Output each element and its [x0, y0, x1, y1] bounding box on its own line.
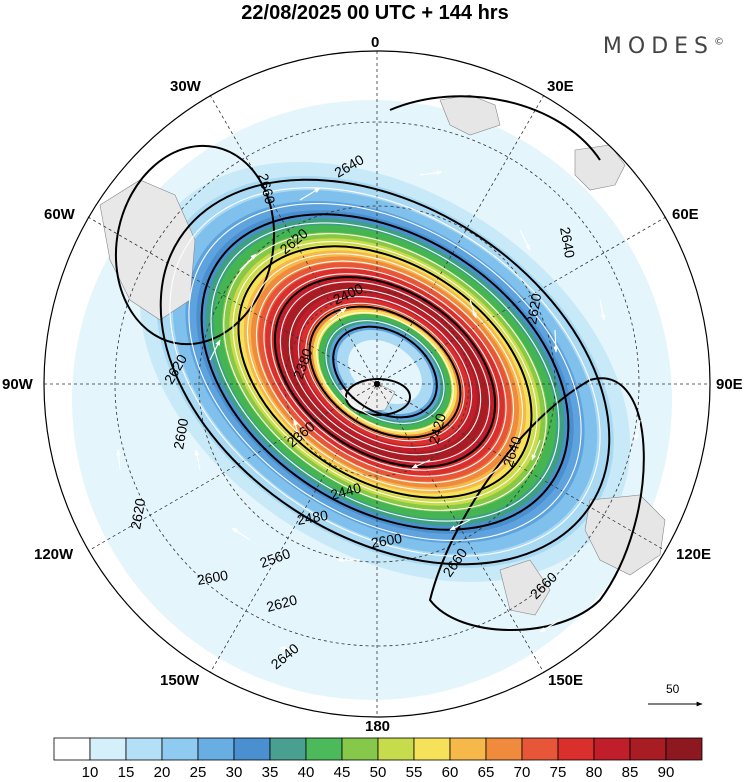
colorbar-tick-label: 70: [513, 764, 531, 781]
lon-label-120w: 120W: [34, 546, 74, 563]
map-boundary: [43, 50, 711, 718]
colorbar-tick-label: 75: [549, 764, 567, 781]
colorbar-swatch: [665, 737, 703, 761]
contour-label: 2600: [170, 417, 191, 451]
colorbar-swatch: [413, 737, 451, 761]
colorbar-tick-label: 10: [81, 764, 99, 781]
colorbar: [53, 737, 703, 761]
colorbar-swatch: [521, 737, 559, 761]
colorbar-tick-label: 80: [585, 764, 603, 781]
colorbar-swatch: [233, 737, 271, 761]
lon-label-60e: 60E: [672, 206, 699, 223]
lon-label-30w: 30W: [170, 78, 201, 95]
colorbar-tick-label: 15: [117, 764, 135, 781]
colorbar-swatch: [305, 737, 343, 761]
contour-label: 2620: [265, 591, 299, 615]
wind-streamlines: [169, 187, 601, 557]
colorbar-tick-label: 40: [297, 764, 315, 781]
colorbar-tick-label: 35: [261, 764, 279, 781]
lon-label-0: 0: [371, 34, 380, 51]
colorbar-tick-label: 50: [369, 764, 387, 781]
colorbar-swatch: [53, 737, 91, 761]
colorbar-swatch: [377, 737, 415, 761]
colorbar-tick-label: 55: [405, 764, 423, 781]
height-contours: [114, 95, 645, 631]
colorbar-swatch: [341, 737, 379, 761]
colorbar-swatch: [449, 737, 487, 761]
colorbar-swatch: [161, 737, 199, 761]
lon-label-90w: 90W: [2, 376, 33, 393]
colorbar-tick-label: 90: [657, 764, 675, 781]
lon-label-120e: 120E: [676, 546, 712, 563]
colorbar-swatch: [629, 737, 667, 761]
contour-label: 2600: [196, 567, 230, 588]
contour-label: 2440: [329, 479, 363, 503]
colorbar-swatch: [269, 737, 307, 761]
colorbar-swatch: [557, 737, 595, 761]
brand-name: MODES: [602, 34, 714, 59]
contour-label: 2480: [296, 507, 330, 528]
contour-label: 2660: [255, 172, 279, 206]
colorbar-tick-label: 85: [621, 764, 639, 781]
colorbar-swatch: [197, 737, 235, 761]
contour-label: 2620: [127, 497, 148, 531]
colorbar-tick-label: 60: [441, 764, 459, 781]
map-title: 22/08/2025 00 UTC + 144 hrs: [241, 2, 509, 24]
lon-label-150w: 150W: [160, 672, 200, 689]
lon-label-150e: 150E: [548, 672, 584, 689]
colorbar-tick-label: 30: [225, 764, 243, 781]
wind-arrows: [116, 170, 641, 651]
lon-label-60w: 60W: [44, 206, 75, 223]
colorbar-tick-label: 65: [477, 764, 495, 781]
colorbar-tick-label: 25: [189, 764, 207, 781]
colorbar-swatch: [485, 737, 523, 761]
reference-vector-label: 50: [666, 682, 680, 696]
contour-label: 2600: [370, 530, 404, 551]
lon-label-90e: 90E: [716, 376, 743, 393]
brand-logo: MODES©: [603, 34, 724, 59]
lon-label-180: 180: [365, 718, 391, 735]
lon-label-30e: 30E: [547, 78, 574, 95]
contour-label: 2640: [557, 226, 578, 260]
colorbar-swatch: [125, 737, 163, 761]
colorbar-swatch: [593, 737, 631, 761]
colorbar-swatch: [89, 737, 127, 761]
contour-label: 2420: [425, 411, 449, 445]
contour-label: 2620: [523, 292, 544, 326]
colorbar-tick-label: 45: [333, 764, 351, 781]
colorbar-tick-label: 20: [153, 764, 171, 781]
brand-mark: ©: [714, 36, 724, 48]
